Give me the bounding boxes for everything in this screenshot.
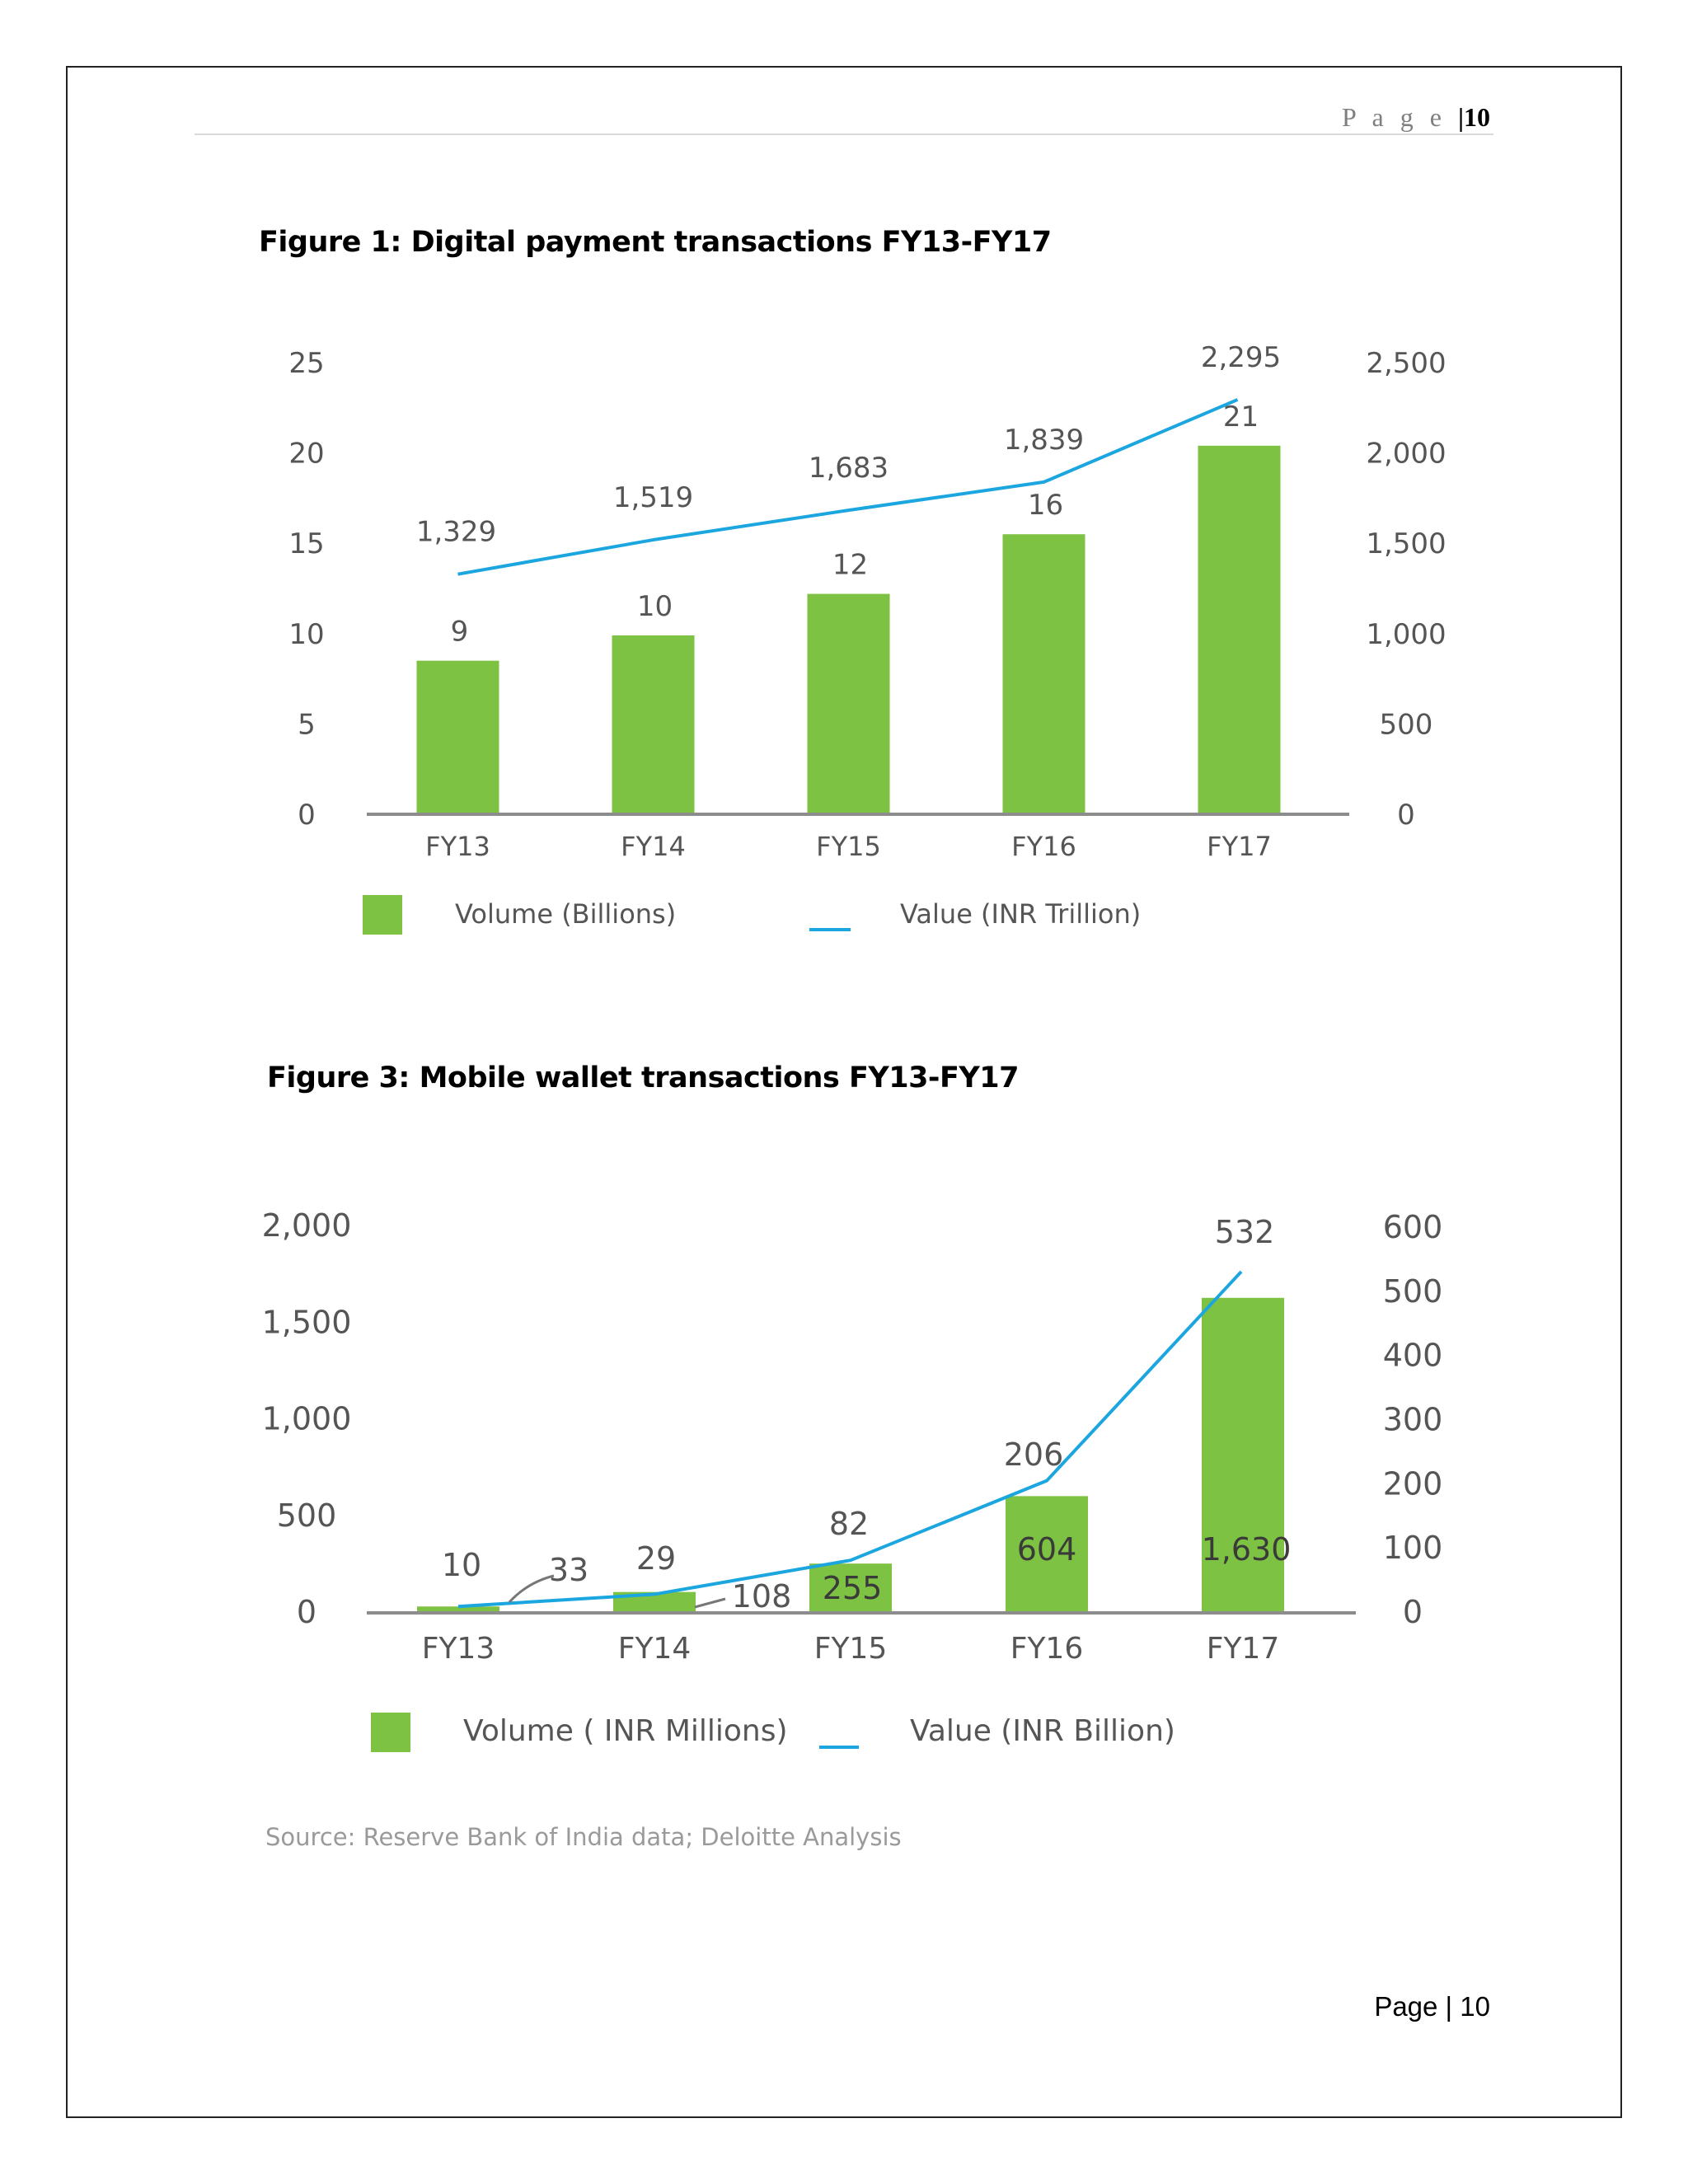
source-note: Source: Reserve Bank of India data; Delo… bbox=[265, 1823, 902, 1851]
chart3-bar-label: 108 bbox=[732, 1578, 792, 1615]
chart1-legend-bar-label: Volume (Billions) bbox=[455, 898, 676, 930]
chart3-category-label: FY13 bbox=[422, 1632, 495, 1666]
chart1-line-label: 2,295 bbox=[1201, 341, 1281, 374]
chart1-bar-label: 21 bbox=[1223, 401, 1259, 434]
chart1-legend-line-label: Value (INR Trillion) bbox=[900, 898, 1141, 930]
header-rule bbox=[195, 134, 1493, 135]
chart3-leader-line bbox=[508, 1574, 555, 1604]
chart1-left-tick: 5 bbox=[298, 708, 316, 741]
chart3-line-label: 82 bbox=[829, 1506, 869, 1542]
chart1-bar-fy16 bbox=[1002, 534, 1085, 814]
chart1-category-label: FY14 bbox=[621, 831, 686, 862]
chart3-leader-line bbox=[694, 1597, 726, 1609]
chart3-bar-fy16 bbox=[1006, 1496, 1088, 1613]
footer-page-number: Page | 10 bbox=[1374, 1991, 1490, 2022]
chart1-line-label: 1,519 bbox=[613, 481, 693, 514]
chart1-category-label: FY17 bbox=[1207, 831, 1272, 862]
chart3-bar-label: 255 bbox=[823, 1570, 883, 1606]
chart3-category-label: FY16 bbox=[1010, 1632, 1084, 1666]
chart1-line-series bbox=[457, 398, 1239, 576]
chart1-right-tick: 0 bbox=[1397, 799, 1415, 832]
header-page-number-value: 10 bbox=[1464, 102, 1490, 132]
chart1-bar-fy15 bbox=[807, 593, 890, 814]
chart3-bar-fy13 bbox=[417, 1606, 499, 1613]
page-border bbox=[66, 66, 1622, 2118]
chart1-category-label: FY13 bbox=[425, 831, 490, 862]
chart1-left-tick: 0 bbox=[298, 799, 316, 832]
chart1-left-tick: 25 bbox=[288, 347, 324, 380]
chart3-right-tick: 500 bbox=[1383, 1273, 1443, 1310]
chart3-line-label: 532 bbox=[1215, 1214, 1275, 1250]
chart1-line-label: 1,329 bbox=[416, 516, 496, 549]
chart1-left-tick: 10 bbox=[288, 618, 324, 651]
chart3-category-label: FY17 bbox=[1207, 1632, 1280, 1666]
chart3-right-tick: 600 bbox=[1383, 1209, 1443, 1245]
chart1-bar-label: 9 bbox=[451, 616, 469, 649]
chart1-legend-bar-swatch bbox=[363, 895, 402, 935]
chart1-right-tick: 2,500 bbox=[1366, 347, 1446, 380]
chart3-left-tick: 2,000 bbox=[262, 1207, 352, 1244]
chart1-bar-fy13 bbox=[416, 660, 499, 814]
chart1-category-label: FY15 bbox=[816, 831, 881, 862]
chart3-left-tick: 1,500 bbox=[262, 1304, 352, 1340]
chart3-category-label: FY14 bbox=[618, 1632, 692, 1666]
chart1-left-tick: 15 bbox=[288, 527, 324, 560]
chart1-right-tick: 500 bbox=[1380, 708, 1433, 741]
chart3-right-tick: 400 bbox=[1383, 1338, 1443, 1374]
chart1-right-tick: 2,000 bbox=[1366, 438, 1446, 471]
chart3-bar-fy17 bbox=[1202, 1297, 1284, 1613]
chart1-line-label: 1,683 bbox=[809, 452, 889, 485]
header-page-number: P a g e |10 bbox=[1341, 102, 1490, 132]
chart1-category-label: FY16 bbox=[1011, 831, 1076, 862]
chart3-bar-fy15 bbox=[809, 1563, 892, 1613]
chart3-legend-bar-swatch bbox=[371, 1713, 410, 1752]
chart3-category-label: FY15 bbox=[814, 1632, 888, 1666]
figure-1-title: Figure 1: Digital payment transactions F… bbox=[259, 226, 1052, 259]
chart3-legend-line-label: Value (INR Billion) bbox=[910, 1714, 1175, 1748]
chart3-bar-label: 604 bbox=[1017, 1531, 1077, 1568]
chart3-bar-label: 33 bbox=[549, 1552, 588, 1588]
chart3-bar-label: 1,630 bbox=[1202, 1531, 1292, 1568]
chart3-left-tick: 500 bbox=[277, 1497, 337, 1534]
chart1-line-label: 1,839 bbox=[1004, 424, 1084, 457]
chart3-right-tick: 100 bbox=[1383, 1530, 1443, 1566]
chart3-right-tick: 300 bbox=[1383, 1402, 1443, 1438]
figure-3-title: Figure 3: Mobile wallet transactions FY1… bbox=[267, 1062, 1019, 1094]
chart1-bar-label: 10 bbox=[637, 590, 673, 623]
chart1-right-tick: 1,000 bbox=[1366, 618, 1446, 651]
chart1-bar-label: 16 bbox=[1028, 489, 1063, 522]
chart1-right-tick: 1,500 bbox=[1366, 527, 1446, 560]
chart3-left-tick: 0 bbox=[297, 1594, 316, 1630]
chart3-right-tick: 200 bbox=[1383, 1465, 1443, 1502]
chart1-bar-fy17 bbox=[1198, 445, 1281, 814]
chart3-left-tick: 1,000 bbox=[262, 1401, 352, 1437]
chart3-line-label: 29 bbox=[636, 1540, 676, 1577]
chart3-line-label: 10 bbox=[442, 1547, 481, 1583]
chart1-bar-fy14 bbox=[612, 635, 695, 814]
chart1-left-tick: 20 bbox=[288, 438, 324, 471]
header-page-label: P a g e bbox=[1341, 102, 1447, 132]
chart3-line-series bbox=[457, 1270, 1243, 1609]
chart3-line-label: 206 bbox=[1004, 1436, 1064, 1473]
chart3-legend-bar-label: Volume ( INR Millions) bbox=[463, 1714, 788, 1748]
chart3-right-tick: 0 bbox=[1403, 1594, 1423, 1630]
chart1-bar-label: 12 bbox=[832, 549, 868, 582]
